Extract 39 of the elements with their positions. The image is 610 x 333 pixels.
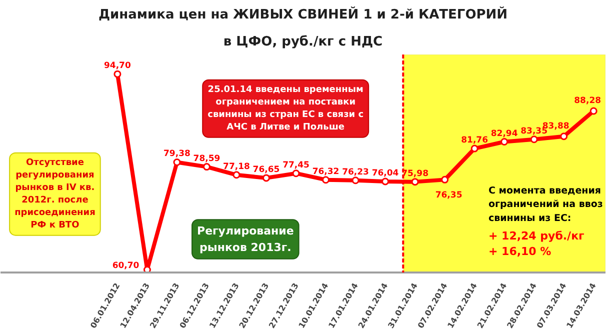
- data-label: 81,76: [461, 136, 488, 146]
- annotation: С момента введения ограничений на ввоз свинины из ЕС:: [488, 185, 603, 224]
- point: [173, 158, 181, 166]
- data-label: 77,45: [282, 160, 310, 170]
- point: [232, 171, 240, 179]
- point: [322, 176, 330, 184]
- data-label: 88,28: [574, 96, 602, 106]
- data-label: 76,65: [252, 164, 280, 175]
- chart-title: Динамика цен на ЖИВЫХ СВИНЕЙ 1 и 2-й КАТЕГОРИЙ: [98, 6, 508, 22]
- point: [262, 174, 270, 182]
- text: Отсутствие регулирования рынков в IV кв. 2012г. после присоединения РФ к ВТО: [14, 158, 96, 230]
- chart-subtitle: в ЦФО, руб./кг с НДС: [223, 34, 383, 50]
- point: [143, 266, 151, 272]
- annotation: + 12,24 руб./кг: [488, 229, 585, 242]
- data-label: 94,70: [104, 61, 131, 72]
- point: [530, 136, 538, 144]
- point: [500, 138, 508, 146]
- data-label: 76,23: [342, 167, 370, 178]
- point: [441, 176, 449, 184]
- point: [411, 178, 419, 186]
- point: [114, 70, 122, 78]
- annotation: + 16,10 %: [488, 244, 552, 258]
- data-label: 60,70: [112, 260, 140, 271]
- annotation: 25.01.14 введены временным ограничением на поставки свинины из стран ЕС в связи с АЧС в Литве и Польше: [208, 84, 364, 132]
- data-label: 78,59: [193, 154, 220, 164]
- point: [382, 178, 390, 186]
- annotation: Регулирование рынков 2013г.: [197, 224, 294, 254]
- data-label: 76,35: [435, 190, 462, 201]
- data-label: 82,94: [490, 128, 518, 139]
- data-label: 77,18: [223, 162, 250, 172]
- point: [202, 163, 210, 171]
- point: [470, 144, 478, 152]
- data-label: 76,32: [312, 166, 340, 177]
- point: [560, 132, 568, 140]
- point: [292, 170, 300, 178]
- point: [352, 176, 360, 184]
- point: [590, 107, 598, 115]
- data-label: 76,04: [372, 168, 399, 178]
- data-label: 79,38: [164, 149, 190, 160]
